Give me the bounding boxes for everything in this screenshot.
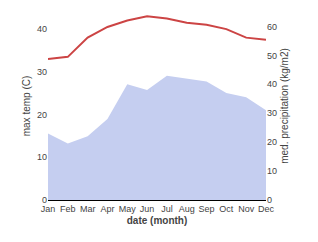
svg-text:Sep: Sep bbox=[199, 204, 215, 214]
svg-text:0: 0 bbox=[42, 195, 47, 205]
svg-text:20: 20 bbox=[267, 137, 277, 147]
svg-text:Dec: Dec bbox=[258, 204, 275, 214]
svg-text:max temp (C): max temp (C) bbox=[21, 76, 32, 137]
svg-text:50: 50 bbox=[267, 51, 277, 61]
svg-text:10: 10 bbox=[267, 166, 277, 176]
svg-text:Jul: Jul bbox=[161, 204, 173, 214]
svg-text:60: 60 bbox=[267, 22, 277, 32]
svg-text:med. precipitation (kg/m2): med. precipitation (kg/m2) bbox=[279, 48, 290, 164]
svg-text:Mar: Mar bbox=[80, 204, 96, 214]
svg-text:40: 40 bbox=[37, 24, 47, 34]
svg-text:Oct: Oct bbox=[219, 204, 234, 214]
svg-text:30: 30 bbox=[267, 108, 277, 118]
svg-text:Nov: Nov bbox=[238, 204, 255, 214]
svg-text:Feb: Feb bbox=[60, 204, 76, 214]
svg-text:0: 0 bbox=[267, 195, 272, 205]
svg-text:Jan: Jan bbox=[41, 204, 56, 214]
svg-text:20: 20 bbox=[37, 110, 47, 120]
svg-text:10: 10 bbox=[37, 152, 47, 162]
svg-text:May: May bbox=[119, 204, 137, 214]
svg-text:Apr: Apr bbox=[100, 204, 114, 214]
svg-text:40: 40 bbox=[267, 79, 277, 89]
svg-text:Aug: Aug bbox=[179, 204, 195, 214]
svg-text:Jun: Jun bbox=[140, 204, 155, 214]
svg-text:30: 30 bbox=[37, 67, 47, 77]
svg-text:date (month): date (month) bbox=[127, 215, 188, 226]
